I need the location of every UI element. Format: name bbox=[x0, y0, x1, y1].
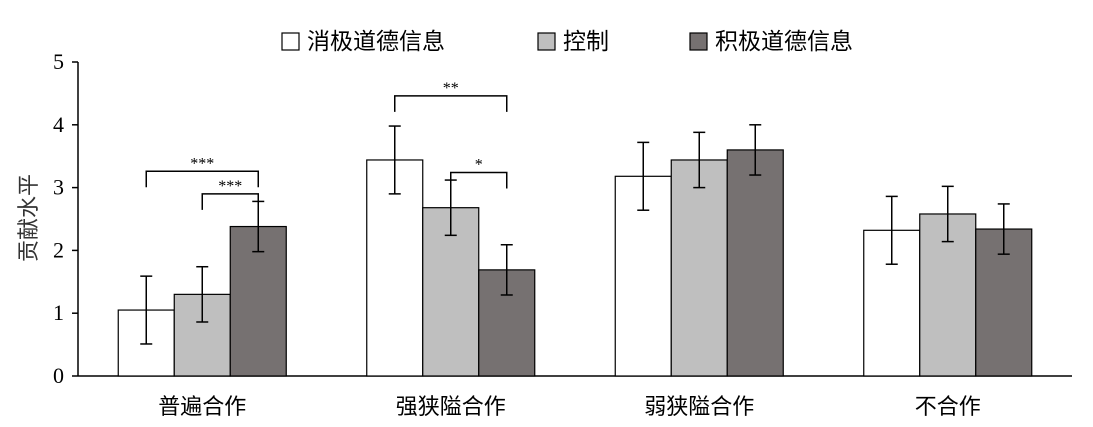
axes: 0 1 2 3 4 5 普遍合作 强狭隘合作 弱狭隘合作 不合作 bbox=[53, 49, 1072, 420]
legend-swatch bbox=[689, 32, 708, 51]
y-tick-label: 0 bbox=[53, 363, 64, 388]
legend: 消极道德信息 控制 积极道德信息 bbox=[281, 29, 853, 55]
x-category-label: 不合作 bbox=[915, 395, 981, 420]
significance-bracket bbox=[394, 95, 508, 112]
y-tick-label: 1 bbox=[53, 300, 64, 325]
legend-label: 控制 bbox=[563, 29, 609, 55]
legend-label: 消极道德信息 bbox=[307, 29, 445, 55]
significance-label: *** bbox=[218, 178, 242, 195]
significance-brackets: ********* bbox=[145, 80, 508, 210]
bar bbox=[366, 159, 424, 377]
bar bbox=[975, 228, 1033, 377]
bar bbox=[670, 159, 728, 377]
significance-label: * bbox=[475, 157, 483, 174]
y-tick-label: 3 bbox=[53, 175, 64, 200]
significance-bracket bbox=[145, 170, 259, 188]
x-category-label: 普遍合作 bbox=[158, 395, 246, 420]
bar bbox=[726, 149, 784, 377]
x-category-label: 强狭隘合作 bbox=[396, 395, 506, 420]
significance-label: ** bbox=[443, 80, 459, 97]
significance-bracket bbox=[450, 171, 508, 189]
significance-bracket bbox=[201, 193, 259, 210]
x-category-label: 弱狭隘合作 bbox=[644, 395, 754, 420]
legend-label: 积极道德信息 bbox=[715, 29, 853, 55]
legend-swatch bbox=[281, 32, 300, 51]
significance-label: *** bbox=[190, 155, 214, 172]
y-tick-label: 4 bbox=[53, 112, 64, 137]
legend-swatch bbox=[537, 32, 556, 51]
y-tick-label: 5 bbox=[53, 49, 64, 74]
bar bbox=[478, 269, 536, 377]
bars bbox=[117, 149, 1033, 377]
y-tick-label: 2 bbox=[53, 237, 64, 262]
y-axis-label: 贡献水平 bbox=[17, 174, 42, 262]
error-bars bbox=[140, 124, 1010, 345]
